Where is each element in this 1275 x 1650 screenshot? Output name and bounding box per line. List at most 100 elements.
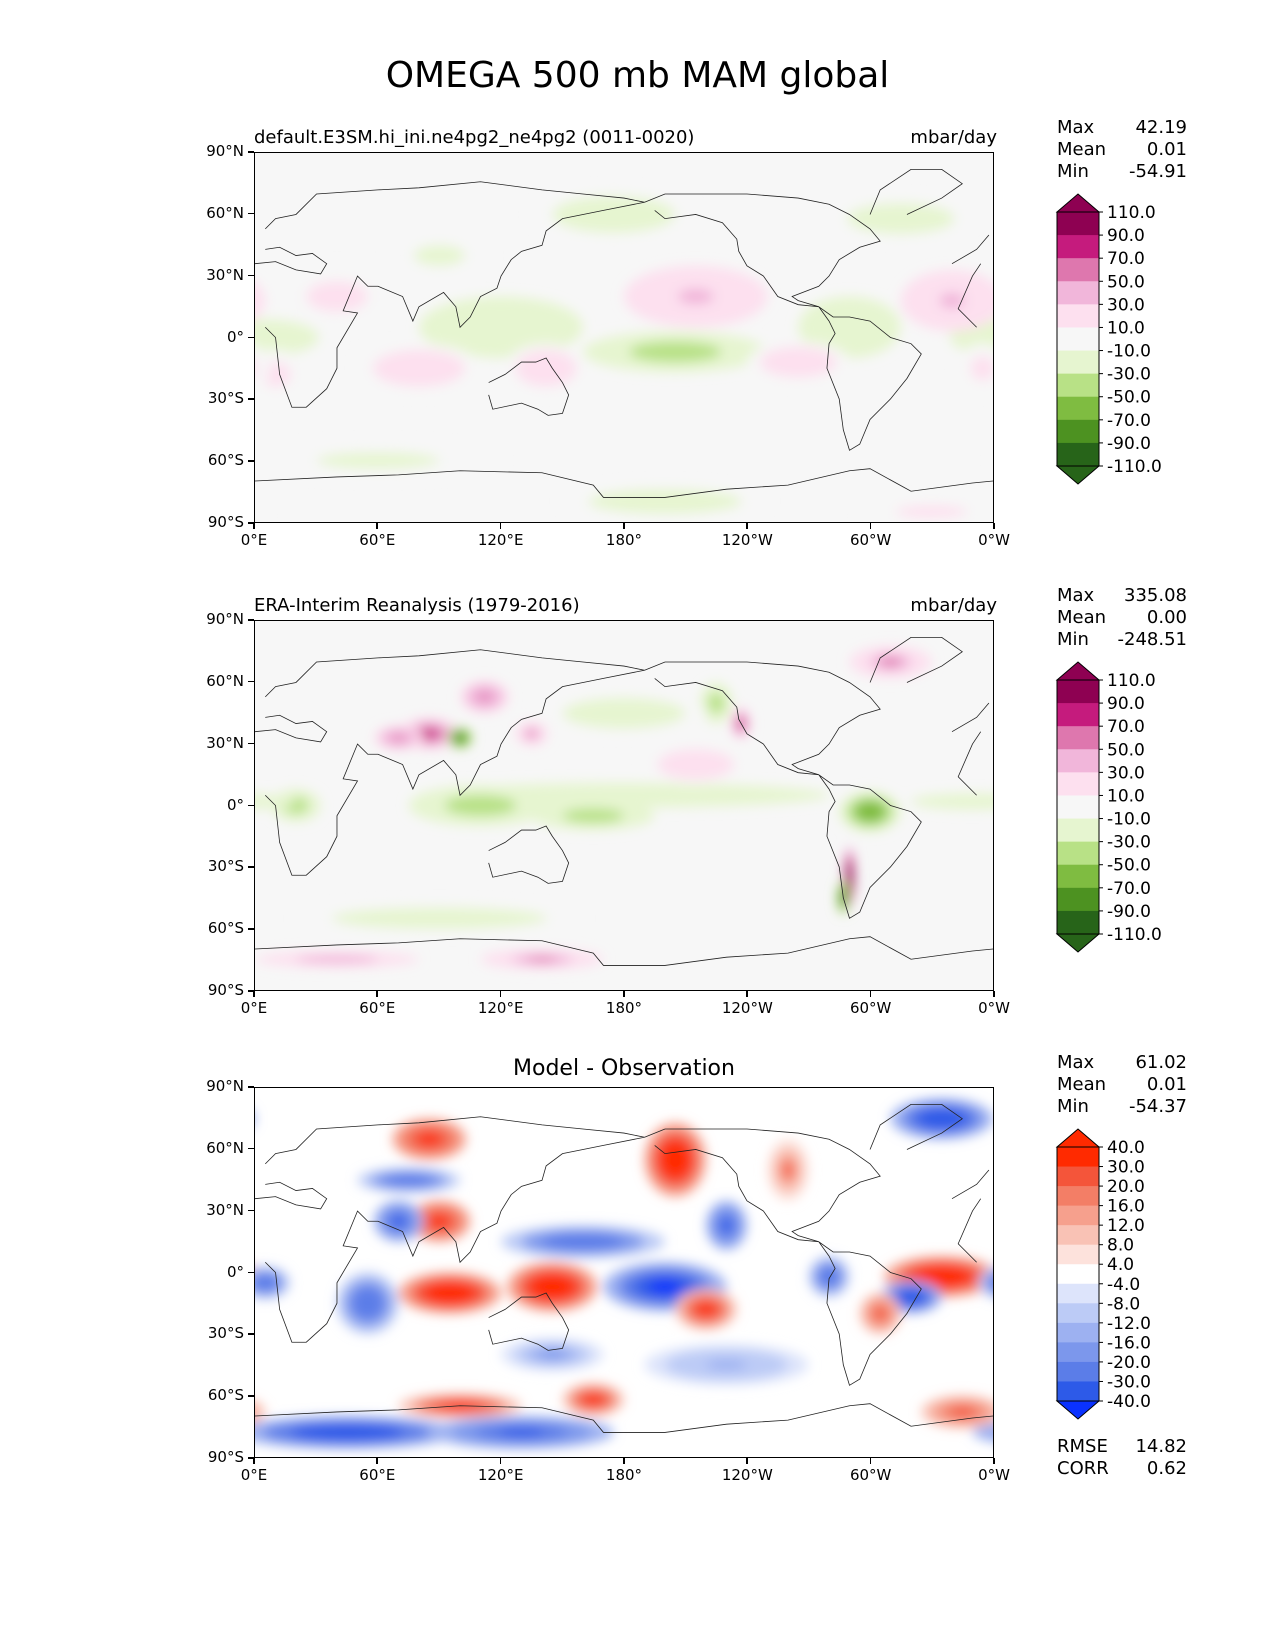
lon-tick-mark (623, 523, 625, 529)
lat-tick-label: 90°N (206, 610, 244, 628)
colorbar-label: -70.0 (1107, 879, 1151, 899)
lon-tick-label: 0°E (240, 1466, 268, 1484)
stat-max-label: Max (1057, 585, 1095, 606)
colorbar-label: 90.0 (1107, 226, 1145, 246)
field-feature-4 (593, 208, 635, 221)
lat-tick-label: 30°N (206, 265, 244, 284)
lat-tick-mark (248, 398, 254, 400)
colorbar-label: -50.0 (1107, 388, 1151, 408)
lat-tick-label: 90°S (207, 981, 244, 999)
stat-min-label: Min (1057, 161, 1089, 182)
lat-tick-mark (248, 1209, 254, 1212)
map-svg (255, 1098, 993, 1449)
field-feature-12 (395, 1177, 422, 1184)
field-feature-8 (392, 734, 405, 741)
coastline-1 (644, 661, 922, 919)
lon-tick-mark (253, 991, 255, 997)
lat-tick-mark (248, 1457, 254, 1459)
field-feature-12 (403, 362, 435, 375)
lat-tick-mark (248, 928, 254, 930)
colorbar-swatch (1057, 703, 1099, 727)
lat-tick-mark (248, 274, 254, 277)
colorbar-swatch (1057, 1264, 1099, 1285)
lon-tick-label: 120°E (477, 999, 524, 1017)
lon-tick-mark (253, 523, 255, 529)
colorbar-swatch (1057, 887, 1099, 912)
field-feature-10 (527, 730, 536, 737)
field-feature-7 (667, 1150, 683, 1169)
lon-tick-label: 0°W (978, 999, 1010, 1017)
colorbar-svg: 110.0 90.0 70.0 50.0 30.0 10.0 -10.0 -30.0 -50.0… (1055, 193, 1162, 485)
lat-tick-mark (248, 1395, 254, 1397)
lat-tick-label: 30°S (207, 857, 244, 876)
colorbar-label: -70.0 (1107, 411, 1151, 431)
lat-tick-mark (248, 151, 254, 153)
field-feature-5 (957, 799, 988, 804)
lat-tick-mark (248, 804, 254, 806)
panel-units: mbar/day (910, 595, 997, 616)
coastline-2 (488, 357, 570, 416)
colorbar-swatch (1057, 841, 1099, 866)
stat-mean: 0.01 (1146, 139, 1187, 160)
map-plot (254, 152, 994, 523)
corr-label: CORR (1057, 1458, 1109, 1479)
field-feature-17 (498, 1428, 545, 1437)
colorbar-label: -90.0 (1107, 902, 1151, 922)
lat-tick-mark (248, 866, 254, 868)
colorbar-label: -10.0 (1107, 342, 1151, 362)
lat-tick-label: 0° (226, 1262, 244, 1281)
lat-tick-mark (248, 1333, 254, 1335)
lon-tick-label: 60°E (359, 531, 396, 549)
colorbar: 40.0 30.0 20.0 16.0 12.0 8.0 4.0 -4.0 -8.0 -12.0-… (1055, 1128, 1155, 1423)
stat-min-label: Min (1057, 1096, 1089, 1117)
lon-tick-mark (869, 1458, 872, 1464)
colorbar-swatch (1057, 235, 1099, 259)
stat-mean-label: Mean (1057, 1074, 1107, 1095)
colorbar-label: -10.0 (1107, 810, 1151, 830)
colorbar-swatch (1057, 373, 1099, 398)
colorbar-swatch (1057, 1303, 1099, 1324)
colorbar-label: -110.0 (1107, 925, 1162, 945)
map-svg (255, 169, 993, 522)
lon-tick-mark (993, 523, 995, 529)
lat-tick-mark (248, 619, 254, 621)
field-feature-0 (649, 1280, 681, 1293)
stat-min-label: Min (1057, 629, 1089, 650)
colorbar-swatch (1057, 1244, 1099, 1265)
colorbar-swatch (1057, 726, 1099, 750)
colorbar-swatch (1057, 749, 1099, 773)
field-feature-23 (706, 1359, 747, 1370)
lon-tick-label: 180° (605, 999, 643, 1017)
colorbar-extend-top (1055, 661, 1101, 681)
colorbar-swatch (1057, 680, 1099, 704)
field-feature-19 (403, 914, 476, 922)
field-feature-14 (984, 1272, 993, 1293)
field-feature-1 (540, 1280, 564, 1293)
field-feature-4 (862, 806, 878, 817)
field-feature-15 (880, 657, 901, 667)
coastline-0 (255, 1116, 990, 1343)
lon-tick-label: 120°W (721, 531, 773, 549)
lon-tick-label: 60°E (359, 1466, 396, 1484)
colorbar-swatch (1057, 864, 1099, 889)
field-feature-13 (535, 362, 557, 375)
stat-min: -54.37 (1128, 1096, 1187, 1117)
field-feature-0 (572, 792, 676, 799)
lon-tick-mark (993, 991, 995, 997)
colorbar-label: 50.0 (1107, 740, 1145, 760)
field-feature-8 (420, 1134, 439, 1145)
colorbar-swatch (1057, 212, 1099, 236)
field-feature-3 (927, 1271, 957, 1282)
colorbar-extend-bottom (1055, 1400, 1101, 1420)
colorbar-swatch (1057, 304, 1099, 328)
colorbar-swatch (1057, 1225, 1099, 1246)
panel-model: default.E3SM.hi_ini.ne4pg2_ne4pg2 (0011-… (0, 117, 1275, 597)
stat-max: 335.08 (1124, 585, 1187, 606)
coastline-1 (644, 193, 922, 451)
colorbar-frame (1056, 1146, 1100, 1402)
panel-difference: Model - Observation 90°N 60°N 30°N 0° 30°S 60… (0, 1052, 1275, 1532)
field-feature-16 (976, 362, 989, 375)
colorbar-swatch (1057, 1205, 1099, 1226)
lat-tick-label: 60°N (206, 203, 244, 222)
lat-tick-label: 60°S (207, 451, 244, 470)
